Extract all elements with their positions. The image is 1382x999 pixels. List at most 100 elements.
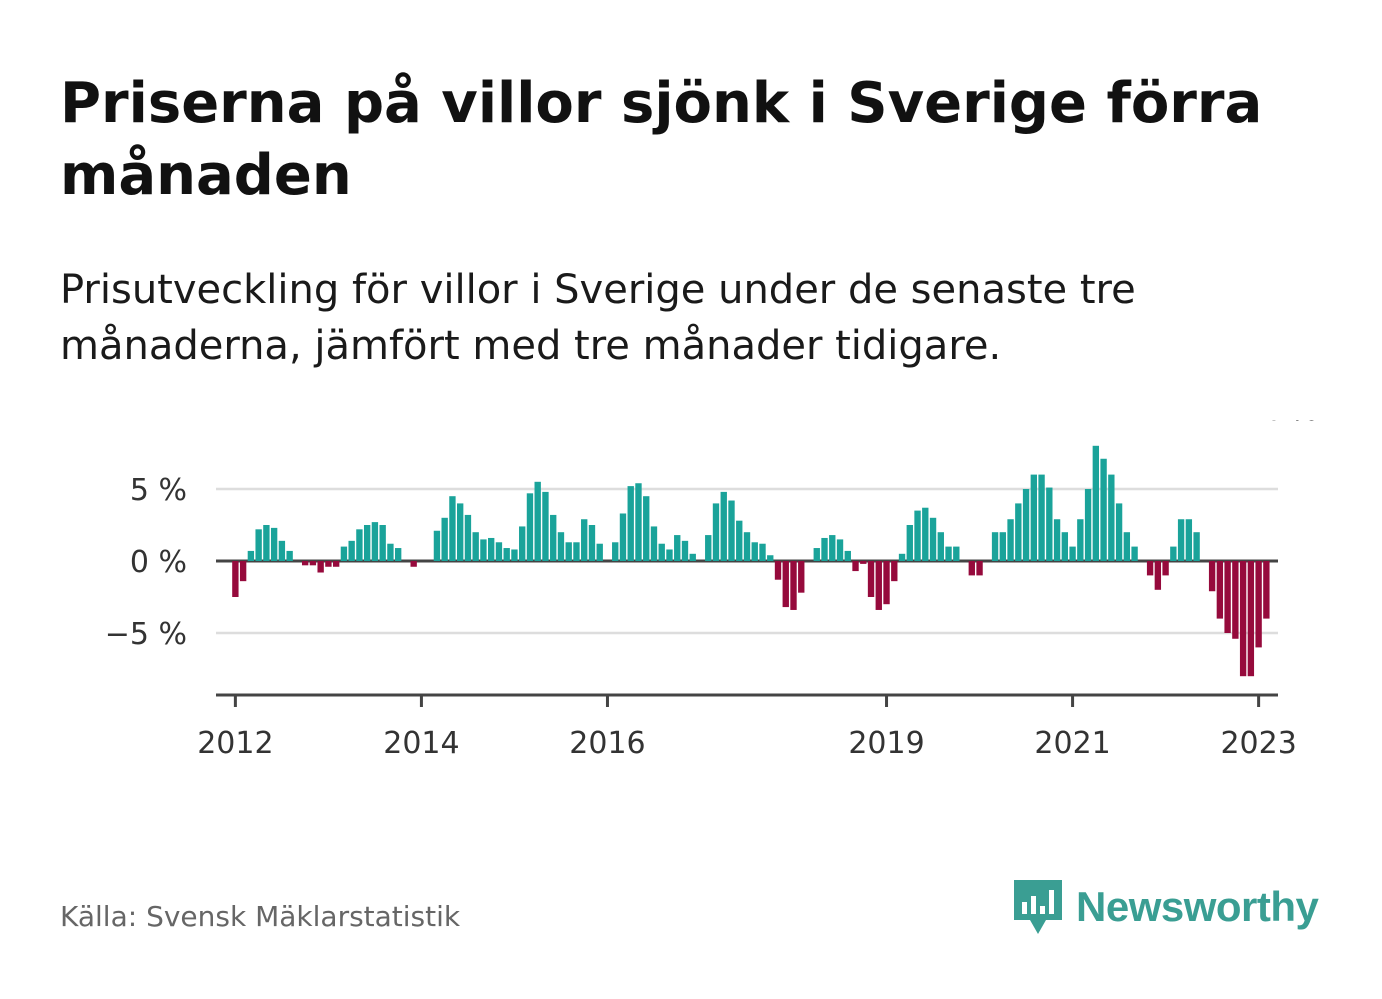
x-tick-label: 2016 [569,726,645,761]
bar [1084,489,1092,561]
bar [945,546,952,561]
bar [674,535,681,561]
bar [278,540,286,561]
bar [542,491,549,561]
y-tick-label: 5 % [130,473,187,508]
bar [867,561,875,597]
bar [557,532,565,561]
bar [247,550,255,561]
source-note: Källa: Svensk Mäklarstatistik [60,900,461,933]
bar [263,525,270,561]
bar [488,537,495,561]
bar [1030,474,1037,561]
bar [1061,532,1069,561]
bar [813,548,820,561]
bar [767,555,774,561]
bar [991,532,999,561]
bar [1247,561,1255,677]
bar [332,561,340,567]
bar [1255,561,1262,648]
bar [829,535,836,561]
bar [798,561,805,593]
bars [232,445,1270,677]
bar [891,561,898,582]
bar [1263,561,1270,619]
bar [705,535,712,561]
bar [433,530,441,561]
bar [1100,458,1107,561]
bar [1146,561,1154,576]
bar [1193,532,1200,561]
y-tick-label: −5 % [105,617,187,652]
bar [371,522,379,561]
bar [666,549,673,561]
bar [1185,519,1193,561]
bar [743,532,751,561]
x-tick-label: 2012 [197,726,273,761]
bar [301,561,309,566]
x-axis: 2012 2014 2016 2019 2021 2023 [197,693,1297,761]
bar [914,510,921,561]
bar [898,553,906,561]
bar [363,525,371,561]
bar [588,525,596,561]
y-tick-label: 0 % [130,545,187,580]
bar [782,561,789,608]
bar-chart: 5 % 0 % −5 % 2012 2014 2016 2019 2021 2023 −4 % [105,420,1318,761]
bar [472,532,479,561]
bar [906,525,913,561]
bar [650,526,658,561]
bar [1208,561,1216,592]
bar [929,517,937,561]
bar [1239,561,1247,677]
bar [1015,503,1022,561]
bar [953,546,960,561]
bar [751,542,758,561]
bar [1154,561,1162,590]
bar [736,520,743,561]
bar [836,539,844,561]
bar [565,542,572,561]
bar [232,561,239,597]
bar [1053,519,1061,561]
bar [1170,546,1177,561]
bar [270,527,278,561]
bar [976,561,983,576]
bar [387,543,394,561]
bar [534,481,541,561]
x-tick-label: 2019 [848,726,924,761]
bar [309,561,317,566]
bar [774,561,782,580]
bar [627,486,634,561]
bar [255,529,262,561]
bar [852,561,859,572]
bar [883,561,890,605]
bar [503,548,510,561]
chart-title: Priserna på villor sjönk i Sverige förra… [60,71,1263,208]
logo-text: Newsworthy [1076,883,1319,930]
bar [612,542,619,561]
bar [728,500,735,561]
bar [759,543,766,561]
bar [712,503,720,561]
bar [596,543,603,561]
bar [348,540,355,561]
bar [1115,503,1123,561]
bar [1232,561,1239,639]
bar [968,561,975,576]
bar [720,491,727,561]
bar [1108,474,1115,561]
bar [457,503,464,561]
bar [1022,489,1030,561]
bar [356,529,363,561]
bar [1177,519,1185,561]
bar [1224,561,1231,633]
bar [790,561,797,610]
bar [1046,487,1053,561]
bar [860,561,867,564]
last-value-annotation: −4 % [1236,420,1318,428]
bar [1162,561,1169,576]
bar [573,542,580,561]
newsworthy-logo: Newsworthy [1010,876,1319,938]
bar [643,496,650,561]
